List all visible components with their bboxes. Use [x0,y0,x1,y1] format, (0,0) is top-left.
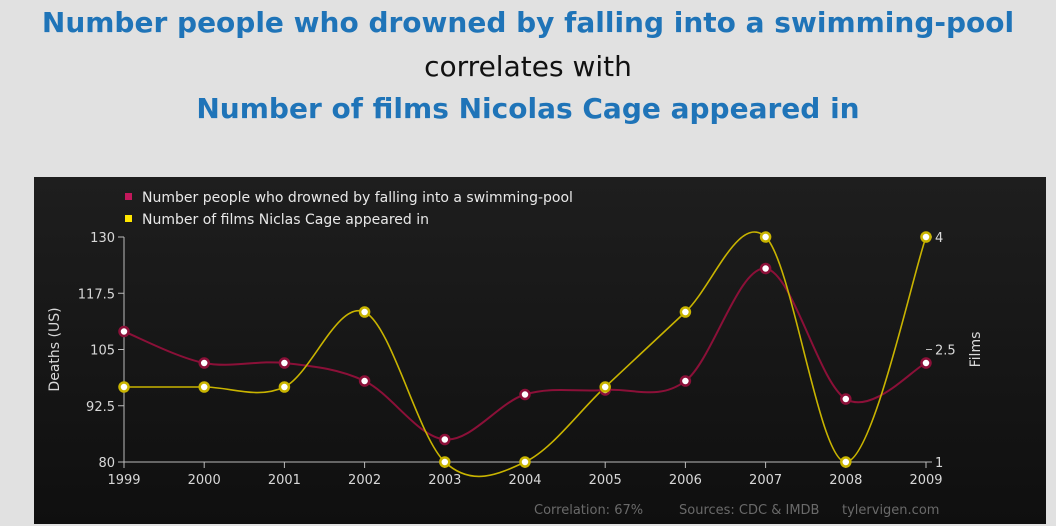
y-right-axis-title: Films [968,332,984,368]
y-left-tick-label: 80 [98,456,115,471]
legend-swatch-drowned [125,193,132,200]
point-films [118,381,130,393]
point-drowned [759,262,772,275]
point-drowned [920,357,932,369]
point-drowned [679,375,692,387]
chart-title-line2: correlates with [424,50,632,83]
x-tick-label: 2005 [589,473,622,488]
point-films [278,381,291,393]
footer-correlation: Correlation: 67% [534,503,643,518]
y-left-tick-label: 92.5 [86,400,115,415]
point-films [920,231,932,243]
y-right-tick-label: 2.5 [935,344,956,359]
chart-svg: 130 117.5 105 92.5 80 4 2.5 1 1999 2000 2001 2002 20… [47,190,984,518]
series-line-films [123,231,927,478]
x-tick-label: 2001 [268,473,301,488]
chart-points [118,231,932,468]
legend-label-films: Number of films Niclas Cage appeared in [142,212,429,228]
point-drowned [358,375,371,387]
point-films [599,381,611,393]
y-left-tick-label: 105 [90,344,115,359]
chart-lines [123,231,927,478]
series-line-drowned [123,267,927,441]
x-tick-label: 2009 [909,473,942,488]
legend-label-drowned: Number people who drowned by falling int… [142,190,573,206]
point-drowned [118,325,130,338]
point-films [759,231,772,243]
x-tick-label: 2000 [188,473,221,488]
chart-title-line1: Number people who drowned by falling int… [41,6,1015,39]
y-left-axis-title: Deaths (US) [47,307,63,391]
chart-panel: 130 117.5 105 92.5 80 4 2.5 1 1999 2000 2001 2002 20… [34,177,1046,524]
x-tick-label: 2002 [348,473,381,488]
point-films [840,456,852,468]
y-right-tick-label: 1 [935,456,943,471]
point-films [439,456,451,468]
chart-axes: 130 117.5 105 92.5 80 4 2.5 1 1999 2000 2001 2002 20… [47,231,984,488]
x-tick-label: 2003 [428,473,461,488]
x-tick-label: 1999 [107,473,140,488]
chart-legend: Number people who drowned by falling int… [125,190,573,228]
x-tick-label: 2008 [829,473,862,488]
point-films [679,306,692,318]
chart-footer: Correlation: 67% Sources: CDC & IMDB tyler… [534,503,939,518]
point-drowned [278,357,291,369]
point-drowned [840,393,852,405]
y-left-tick-label: 130 [90,231,115,246]
footer-site: tylervigen.com [842,503,939,518]
y-right-tick-label: 4 [935,231,943,246]
legend-swatch-films [125,215,132,222]
point-films [519,456,531,468]
point-films [198,381,210,393]
x-tick-label: 2007 [749,473,782,488]
point-drowned [198,357,210,369]
chart-title-line3: Number of films Nicolas Cage appeared in [196,92,860,125]
footer-sources: Sources: CDC & IMDB [679,503,819,518]
y-left-tick-label: 117.5 [78,287,115,302]
point-films [358,306,371,318]
point-drowned [439,433,451,446]
x-tick-label: 2004 [508,473,541,488]
x-tick-label: 2006 [669,473,702,488]
point-drowned [519,388,531,401]
